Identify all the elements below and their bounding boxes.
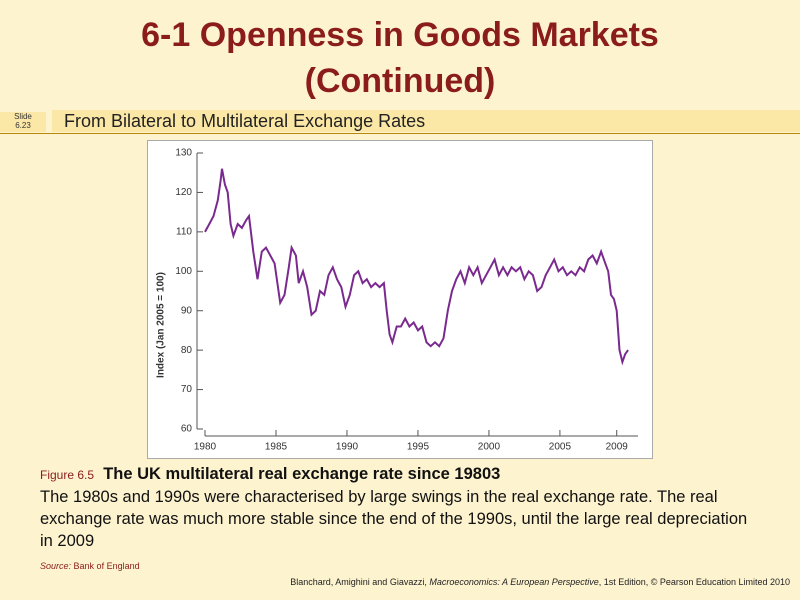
slide-label-text: 6.23	[15, 121, 31, 130]
x-tick-label: 1980	[194, 442, 217, 453]
y-axis-label: Index (Jan 2005 = 100)	[156, 272, 167, 378]
y-tick-label: 60	[181, 424, 193, 435]
y-tick-label: 80	[181, 345, 193, 356]
x-tick-label: 1990	[336, 442, 359, 453]
y-tick-label: 120	[175, 187, 192, 198]
data-line	[204, 168, 629, 366]
x-tick-label: 2009	[606, 442, 629, 453]
source-text: Bank of England	[73, 561, 140, 571]
source-label: Source:	[40, 561, 72, 571]
title: 6-1 Openness in Goods Markets	[141, 16, 659, 54]
source: Source: Bank of England	[40, 561, 140, 571]
footer-book: Macroeconomics: A European Perspective	[429, 577, 599, 587]
rule	[0, 133, 800, 134]
caption-heading: The UK multilateral real exchange rate s…	[103, 465, 501, 483]
x-tick-label: 2005	[549, 442, 572, 453]
footer-edition: , 1st Edition, © Pearson Education Limit…	[598, 577, 790, 587]
slide-label: Slide 6.23	[0, 112, 46, 132]
x-tick-label: 1995	[407, 442, 430, 453]
chart-frame	[147, 140, 653, 459]
caption-text: The 1980s and 1990s were characterised b…	[40, 488, 748, 550]
x-tick-label: 1985	[265, 442, 288, 453]
y-tick-label: 70	[181, 384, 193, 395]
slide-label-text: Slide	[14, 112, 32, 121]
figure-label: Figure 6.5	[40, 468, 95, 482]
title: (Continued)	[304, 62, 496, 100]
footer: Blanchard, Amighini and Giavazzi, Macroe…	[290, 577, 790, 587]
y-tick-label: 110	[176, 226, 192, 237]
chart: Index (Jan 2005 = 100) 60 70 80 90 100 110 120…	[147, 140, 653, 459]
y-tick-label: 100	[175, 266, 192, 277]
footer-authors: Blanchard, Amighini and Giavazzi,	[290, 577, 430, 587]
y-tick-label: 130	[175, 148, 192, 159]
x-tick-label: 2000	[478, 442, 501, 453]
y-tick-label: 90	[181, 305, 193, 316]
subtitle: From Bilateral to Multilateral Exchange …	[52, 110, 800, 132]
caption: Figure 6.5 The UK multilateral real exch…	[40, 463, 760, 552]
